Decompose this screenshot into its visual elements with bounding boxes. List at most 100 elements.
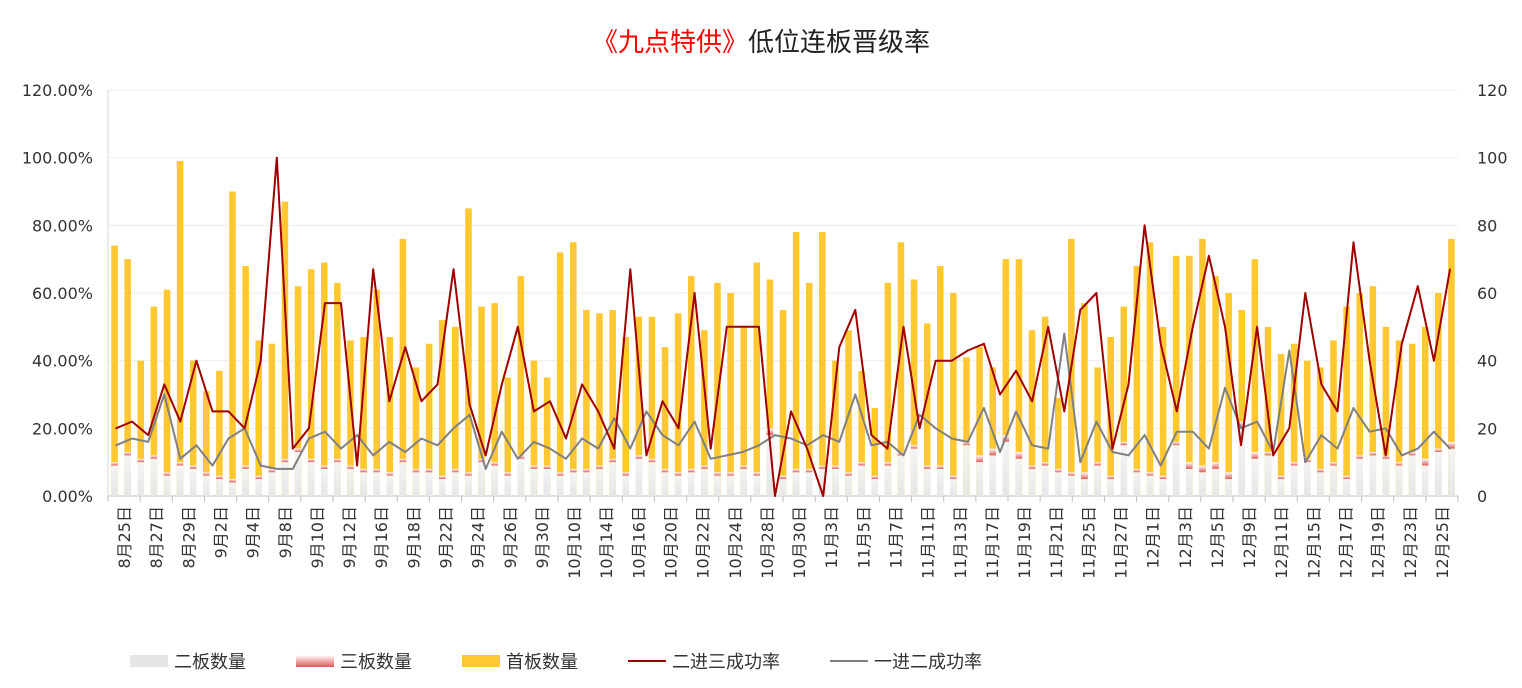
line-rate-2to3 [115, 156, 1451, 497]
x-tick-label: 11月11日 [919, 506, 938, 579]
bar-first-board [740, 326, 747, 496]
bar-first-board [1238, 309, 1246, 496]
bar-two-board [963, 445, 970, 496]
point-rate-2to3 [468, 403, 471, 406]
bar-two-board [1343, 479, 1350, 496]
point-rate-2to3 [838, 346, 841, 348]
bar-three-board [412, 468, 420, 473]
bar-three-board [216, 475, 223, 480]
bar-first-board [1448, 238, 1455, 496]
y-left-tick-label: 0.00% [42, 487, 93, 506]
bar-two-board [491, 465, 498, 496]
bar-first-board [1290, 343, 1298, 496]
point-rate-2to3 [629, 268, 632, 271]
bar-first-board [517, 276, 525, 496]
x-tick-label: 11月25日 [1079, 506, 1098, 579]
legend-swatch-three-board [296, 655, 334, 667]
bar-three-board [347, 465, 354, 469]
bar-two-board [871, 479, 879, 496]
x-tick-label: 9月10日 [308, 506, 327, 569]
bar-first-board [229, 191, 236, 496]
bar-three-board [504, 472, 512, 476]
bar-three-board [871, 475, 879, 480]
point-rate-1to2 [211, 464, 214, 467]
bar-two-board [1277, 479, 1285, 496]
bar-first-board [373, 289, 380, 496]
point-rate-1to2 [597, 447, 599, 450]
point-rate-2to3 [259, 359, 262, 362]
x-tick-label: 12月25日 [1433, 506, 1452, 579]
legend-item-two-board: 二板数量 [130, 648, 246, 674]
bar-three-board [111, 462, 118, 466]
bar-two-board [792, 472, 800, 496]
bar-two-board [648, 462, 656, 496]
bar-three-board [1054, 468, 1062, 473]
point-rate-1to2 [468, 414, 471, 416]
bar-first-board [334, 282, 341, 496]
bar-two-board [1186, 468, 1193, 496]
y-left-tick-label: 60.00% [32, 284, 93, 303]
bar-two-board [412, 472, 420, 496]
bar-two-board [307, 462, 315, 496]
point-rate-2to3 [565, 437, 567, 440]
bar-first-board [805, 282, 813, 496]
point-rate-1to2 [790, 437, 792, 440]
bar-first-board [1159, 326, 1167, 496]
bar-first-board [1317, 367, 1324, 496]
point-rate-2to3 [1015, 370, 1017, 372]
point-rate-2to3 [1256, 326, 1258, 328]
chart-title-rest: 低位连板晋级率 [748, 28, 931, 58]
point-rate-2to3 [886, 447, 889, 450]
x-tick-label: 8月29日 [179, 506, 198, 569]
bar-first-board [360, 336, 367, 496]
y-left-tick-label: 80.00% [32, 216, 93, 235]
point-rate-2to3 [1079, 309, 1082, 311]
bar-three-board [648, 458, 656, 463]
point-rate-2to3 [1047, 326, 1049, 328]
legend-swatch-first-board [462, 655, 500, 667]
point-rate-1to2 [147, 441, 149, 443]
bar-three-board [176, 462, 184, 466]
point-rate-1to2 [388, 441, 391, 443]
bar-first-board [622, 336, 629, 496]
bar-two-board [727, 475, 734, 496]
bar-first-board [176, 161, 184, 497]
point-rate-1to2 [725, 454, 728, 457]
bar-two-board [609, 462, 616, 496]
point-rate-2to3 [1063, 410, 1066, 413]
bar-three-board [1408, 452, 1416, 456]
point-rate-2to3 [500, 383, 503, 386]
bar-two-board [1081, 479, 1088, 496]
bar-first-board [491, 303, 498, 496]
x-tick-label: 11月13日 [951, 506, 970, 579]
bar-three-board [583, 468, 590, 473]
bar-first-board [635, 316, 643, 496]
legend-swatch-rate-1to2 [830, 660, 868, 662]
x-tick-label: 9月4日 [244, 506, 263, 558]
point-rate-2to3 [533, 410, 535, 413]
bar-three-board [203, 472, 210, 476]
bar-three-board [740, 465, 747, 469]
bar-three-board [465, 472, 472, 476]
point-rate-2to3 [211, 410, 214, 413]
bar-first-board [937, 265, 944, 496]
bar-three-board [386, 472, 394, 476]
bar-first-board [1277, 353, 1285, 496]
bar-three-board [976, 455, 983, 463]
point-rate-2to3 [372, 268, 374, 271]
point-rate-2to3 [1433, 359, 1435, 362]
point-rate-2to3 [1192, 326, 1194, 328]
x-tick-label: 11月3日 [822, 506, 841, 569]
point-rate-2to3 [822, 495, 824, 497]
bar-three-board [1107, 475, 1114, 480]
bar-two-board [923, 468, 931, 496]
bar-first-board [1133, 265, 1141, 496]
point-rate-1to2 [1256, 420, 1258, 423]
bar-three-board [727, 472, 734, 476]
bar-first-board [150, 306, 158, 496]
point-rate-2to3 [854, 309, 857, 311]
x-tick-label: 10月22日 [694, 506, 713, 579]
bar-two-board [465, 475, 472, 496]
point-rate-1to2 [774, 434, 776, 436]
x-tick-label: 11月19日 [1015, 506, 1034, 579]
